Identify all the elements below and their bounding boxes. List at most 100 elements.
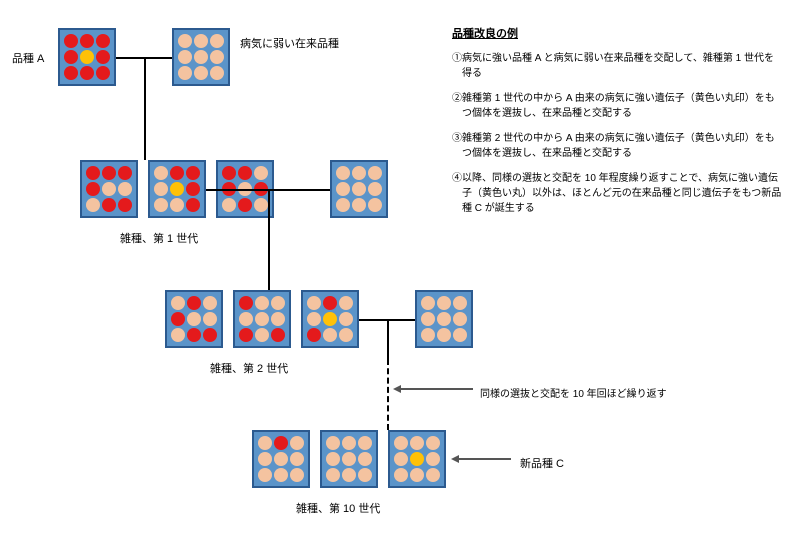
label-gen1: 雑種、第 1 世代 [120,230,198,246]
gene-dot [186,182,200,196]
gene-dot [258,436,272,450]
dashed-connector [387,359,389,430]
gene-box [252,430,310,488]
gene-dot [307,312,321,326]
gene-dot [178,50,192,64]
gene-dot [394,468,408,482]
gene-dot [358,452,372,466]
gene-box [233,290,291,348]
gene-dot [368,182,382,196]
gene-dot [96,34,110,48]
gene-box [80,160,138,218]
label-weak-local: 病気に弱い在来品種 [240,35,339,51]
gene-dot [326,468,340,482]
gene-dot [326,436,340,450]
gene-dot [178,34,192,48]
gene-dot [368,198,382,212]
label-new-c: 新品種 C [520,455,564,471]
gene-dot [290,436,304,450]
gene-dot [118,166,132,180]
gene-dot [453,312,467,326]
gene-dot [453,328,467,342]
gene-dot [254,198,268,212]
gene-dot [271,312,285,326]
gene-dot [352,198,366,212]
gene-dot [342,436,356,450]
gene-dot [178,66,192,80]
gene-dot [171,312,185,326]
gene-dot [239,328,253,342]
label-gen2: 雑種、第 2 世代 [210,360,288,376]
gene-dot [80,34,94,48]
gene-dot [307,296,321,310]
gene-dot [154,166,168,180]
gene-dot [171,296,185,310]
gene-dot [255,312,269,326]
gene-dot [186,166,200,180]
gene-dot [187,296,201,310]
gene-dot [64,66,78,80]
explanation-panel: 品種改良の例 ①病気に強い品種 A と病気に弱い在来品種を交配して、雑種第 1 … [452,25,782,226]
gene-dot [154,198,168,212]
text-title: 品種改良の例 [452,25,782,41]
gene-dot [394,436,408,450]
gene-dot [437,312,451,326]
arrow-repeat-head [393,385,401,393]
gene-dot [352,166,366,180]
gene-dot [64,34,78,48]
gene-dot [222,198,236,212]
gene-dot [258,452,272,466]
gene-dot [203,312,217,326]
connector-v [144,57,146,160]
gene-dot [194,66,208,80]
gene-dot [410,436,424,450]
arrow-newc-head [451,455,459,463]
gene-dot [102,182,116,196]
gene-dot [307,328,321,342]
gene-dot [453,296,467,310]
text-step3: ③雑種第 2 世代の中から A 由来の病気に強い遺伝子（黄色い丸印）をもつ個体を… [452,131,782,161]
gene-dot [339,296,353,310]
gene-dot [96,66,110,80]
gene-dot [358,468,372,482]
label-gen10: 雑種、第 10 世代 [296,500,380,516]
gene-dot [210,34,224,48]
gene-dot [255,296,269,310]
gene-dot [421,312,435,326]
gene-dot [421,328,435,342]
gene-dot [258,468,272,482]
arrow-repeat-line [398,388,473,390]
gene-dot [96,50,110,64]
connector-v [268,189,270,290]
text-step2: ②雑種第 1 世代の中から A 由来の病気に強い遺伝子（黄色い丸印）をもつ個体を… [452,91,782,121]
connector-v [387,319,389,359]
gene-dot [170,182,184,196]
gene-dot [254,166,268,180]
gene-dot [437,328,451,342]
gene-dot [64,50,78,64]
gene-dot [368,166,382,180]
gene-dot [194,34,208,48]
gene-dot [336,198,350,212]
gene-dot [342,468,356,482]
gene-dot [102,198,116,212]
gene-box [148,160,206,218]
gene-dot [339,328,353,342]
gene-dot [410,452,424,466]
gene-dot [326,452,340,466]
arrow-newc-line [456,458,511,460]
gene-dot [187,312,201,326]
gene-dot [80,66,94,80]
gene-dot [394,452,408,466]
gene-dot [426,468,440,482]
gene-box [165,290,223,348]
gene-dot [339,312,353,326]
gene-dot [80,50,94,64]
gene-dot [274,452,288,466]
gene-dot [421,296,435,310]
gene-dot [437,296,451,310]
label-variety-a: 品種 A [12,50,44,66]
gene-dot [194,50,208,64]
text-step1: ①病気に強い品種 A と病気に弱い在来品種を交配して、雑種第 1 世代を得る [452,51,782,81]
gene-dot [203,328,217,342]
